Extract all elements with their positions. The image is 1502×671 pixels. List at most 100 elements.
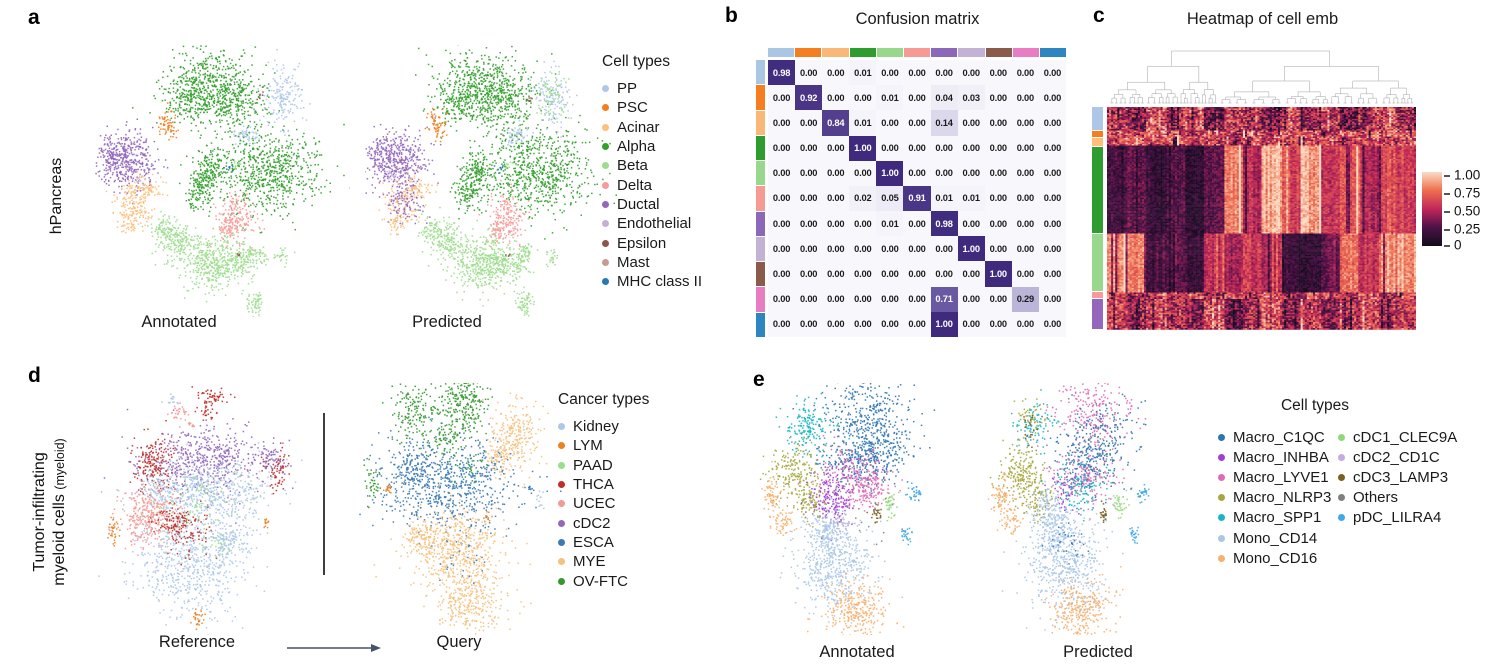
panel-a-label: a xyxy=(28,6,40,29)
umap-myeloid-reference xyxy=(95,383,317,635)
cell-types-legend-a: Cell types PP PSC Acinar Alpha Beta Delta Duct… xyxy=(602,53,702,291)
confusion-matrix-cell: 0.00 xyxy=(876,261,904,287)
legend-dot-icon xyxy=(1218,554,1225,562)
confusion-matrix-cell: 0.00 xyxy=(930,236,958,262)
confusion-matrix-cell: 0.00 xyxy=(903,85,931,111)
colorbar-tick-mark xyxy=(1444,229,1450,231)
confusion-matrix-cell: 0.00 xyxy=(930,160,958,186)
confusion-matrix-cell: 0.00 xyxy=(984,211,1012,237)
legend-item-label: PSC xyxy=(617,99,648,117)
confusion-matrix-cell: 0.00 xyxy=(903,160,931,186)
confusion-matrix-cell: 0.04 xyxy=(930,85,958,111)
legend-item-label: Ductal xyxy=(617,195,660,213)
confusion-matrix-cell: 0.00 xyxy=(1011,261,1039,287)
legend-item-macro-lyve1: Macro_LYVE1 xyxy=(1218,467,1331,487)
legend-item-cdc3-lamp3: cDC3_LAMP3 xyxy=(1338,467,1457,487)
confusion-matrix-cell: 0.00 xyxy=(957,160,985,186)
legend-dot-icon xyxy=(558,423,565,431)
legend-item-label: Macro_NLRP3 xyxy=(1233,489,1332,507)
legend-item-esca: ESCA xyxy=(558,533,649,552)
confusion-matrix-cell: 0.00 xyxy=(822,60,850,86)
confusion-matrix-cell: 0.00 xyxy=(822,311,850,337)
legend-item-thca: THCA xyxy=(558,475,649,494)
heatmap-row-group-ductal xyxy=(1092,299,1103,329)
column-color-segment xyxy=(795,48,822,57)
legend-item-ucec: UCEC xyxy=(558,494,649,513)
confusion-matrix-title: Confusion matrix xyxy=(855,10,980,28)
legend-item-label: Macro_SPP1 xyxy=(1233,509,1322,527)
confusion-matrix-cell: 0.00 xyxy=(984,236,1012,262)
cell-types-legend-e-col2: cDC1_CLEC9A cDC2_CD1C cDC3_LAMP3 Others pDC_… xyxy=(1338,427,1457,528)
legend-item-label: Epsilon xyxy=(617,234,667,252)
legend-item-label: PP xyxy=(617,80,638,98)
row-color-segment xyxy=(756,287,765,312)
panel-d-label: d xyxy=(28,364,41,387)
legend-dot-icon xyxy=(1338,473,1345,481)
row-color-segment xyxy=(756,110,765,135)
panel-e-subplot1-label: Annotated xyxy=(819,643,895,661)
column-color-segment xyxy=(958,48,985,57)
colorbar-tick-label: 0 xyxy=(1454,237,1462,253)
confusion-matrix-cell: 0.00 xyxy=(876,236,904,262)
legend-dot-icon xyxy=(1218,433,1225,441)
legend-item-label: Macro_C1QC xyxy=(1233,428,1325,446)
legend-item-macro-c1qc: Macro_C1QC xyxy=(1218,427,1331,447)
confusion-matrix-cell: 0.00 xyxy=(795,110,823,136)
cell-types-legend-e-col1: Macro_C1QC Macro_INHBA Macro_LYVE1 Macro_NL… xyxy=(1218,427,1331,568)
legend-item-label: cDC3_LAMP3 xyxy=(1353,468,1449,486)
confusion-matrix-cell: 1.00 xyxy=(957,236,985,262)
legend-item-label: ESCA xyxy=(573,533,614,551)
heatmap-row-group-psc xyxy=(1092,130,1103,137)
colorbar-tick-label: 1.00 xyxy=(1454,167,1481,183)
confusion-matrix-cell: 0.01 xyxy=(876,85,904,111)
reference-to-query-arrow-icon xyxy=(287,644,381,652)
legend-e-title: Cell types xyxy=(1280,397,1350,414)
confusion-matrix-cell: 0.00 xyxy=(1011,60,1039,86)
heatmap-row-group-beta xyxy=(1092,233,1103,291)
umap-myeloid-predicted xyxy=(986,383,1170,635)
confusion-matrix-cell: 0.00 xyxy=(876,60,904,86)
legend-dot-icon xyxy=(558,481,565,489)
confusion-matrix-cell: 0.00 xyxy=(1038,211,1066,237)
legend-dot-icon xyxy=(602,239,609,247)
row-color-segment xyxy=(756,161,765,186)
confusion-matrix-cell: 0.00 xyxy=(1011,236,1039,262)
legend-dot-icon xyxy=(1338,494,1345,502)
confusion-matrix-cell: 0.00 xyxy=(1038,311,1066,337)
confusion-matrix-cell: 0.71 xyxy=(930,286,958,312)
legend-item-label: cDC2 xyxy=(573,514,611,532)
confusion-matrix-cell: 0.00 xyxy=(768,110,796,136)
legend-item-mast: Mast xyxy=(602,253,702,272)
confusion-matrix-cell: 0.00 xyxy=(1038,286,1066,312)
legend-item-macro-inhba: Macro_INHBA xyxy=(1218,447,1331,467)
confusion-matrix-cell: 0.00 xyxy=(1038,135,1066,161)
confusion-matrix-cell: 0.00 xyxy=(795,261,823,287)
confusion-matrix-cell: 0.00 xyxy=(849,261,877,287)
confusion-matrix-cell: 0.00 xyxy=(1011,211,1039,237)
legend-dot-icon xyxy=(602,143,609,151)
confusion-matrix-cell: 0.00 xyxy=(957,60,985,86)
panel-a-subplot2-label: Predicted xyxy=(412,313,482,331)
confusion-matrix-cell: 0.00 xyxy=(822,85,850,111)
legend-dot-icon xyxy=(602,104,609,112)
legend-dot-icon xyxy=(558,538,565,546)
confusion-matrix-cell: 0.00 xyxy=(903,311,931,337)
legend-item-label: cDC1_CLEC9A xyxy=(1353,428,1458,446)
confusion-matrix-cell: 0.01 xyxy=(957,185,985,212)
confusion-matrix-cell: 0.00 xyxy=(768,311,796,337)
confusion-matrix-cell: 0.00 xyxy=(822,236,850,262)
confusion-matrix-cell: 0.00 xyxy=(822,160,850,186)
confusion-matrix-cell: 0.00 xyxy=(849,236,877,262)
confusion-matrix-cell: 0.01 xyxy=(849,60,877,86)
legend-dot-icon xyxy=(1218,473,1225,481)
confusion-matrix-cell: 0.00 xyxy=(822,211,850,237)
confusion-matrix-cell: 0.00 xyxy=(957,311,985,337)
confusion-matrix-cell: 0.00 xyxy=(984,160,1012,186)
legend-item-label: LYM xyxy=(573,437,603,455)
panel-d-row-label-line1: Tumor-infiltrating xyxy=(31,452,48,572)
confusion-matrix-cell: 0.00 xyxy=(822,135,850,161)
confusion-matrix-cell: 0.00 xyxy=(795,160,823,186)
legend-item-label: Macro_INHBA xyxy=(1233,448,1329,466)
confusion-matrix-cell: 0.98 xyxy=(930,211,958,237)
confusion-matrix-cell: 0.92 xyxy=(795,85,823,111)
